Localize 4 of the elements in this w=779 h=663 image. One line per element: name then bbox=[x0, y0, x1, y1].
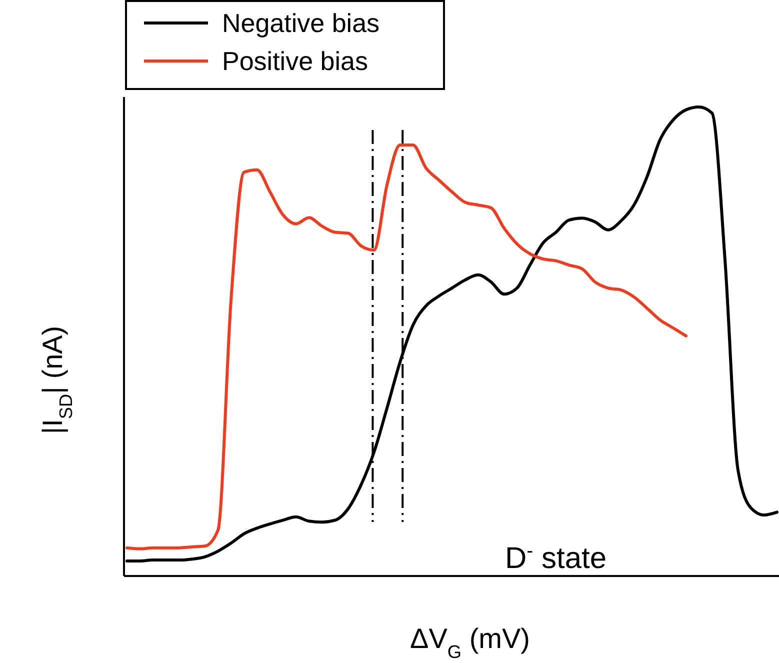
x-axis-title: ΔV$_{G}$ (mV) bbox=[410, 623, 530, 662]
legend-label: Positive bias bbox=[222, 46, 368, 76]
annotation: D$^{-}$ state bbox=[505, 540, 607, 575]
legend-label: Negative bias bbox=[222, 8, 380, 38]
